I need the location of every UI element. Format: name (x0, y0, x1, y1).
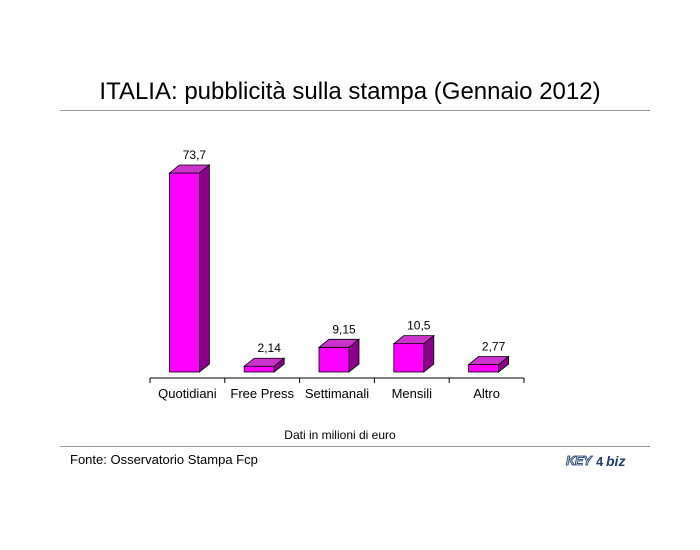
bar (168, 164, 211, 373)
bar-side (498, 355, 510, 373)
bar-side (423, 334, 435, 373)
data-label: 2,77 (482, 340, 506, 354)
logo-biz-text: biz (606, 453, 626, 469)
bar-side (348, 338, 360, 373)
bar-series (168, 164, 510, 373)
title-divider (60, 110, 650, 111)
category-label: Settimanali (305, 386, 369, 401)
logo-mark: 4 (596, 454, 604, 469)
data-labels: 73,7 2,14 9,15 10,5 2,77 (183, 148, 506, 355)
category-label: Quotidiani (158, 386, 217, 401)
logo-key-text: KEY (566, 453, 593, 469)
x-axis-label: Dati in milioni di euro (284, 428, 396, 442)
bar-front (468, 364, 500, 373)
category-label: Free Press (230, 386, 294, 401)
bar (467, 355, 510, 373)
bar-front (318, 346, 350, 373)
bar-side (198, 164, 210, 373)
bar (392, 334, 435, 373)
bar-side (273, 357, 285, 373)
category-label: Mensili (392, 386, 433, 401)
bar (243, 357, 286, 373)
data-label: 10,5 (407, 319, 431, 333)
key4biz-logo: KEY 4 biz (566, 453, 646, 473)
bar (317, 338, 361, 373)
data-label: 2,14 (258, 341, 282, 355)
category-label: Altro (473, 386, 500, 401)
data-label: 9,15 (332, 322, 356, 336)
bar-front (393, 343, 425, 373)
x-axis: Quotidiani Free Press Settimanali Mensili Al… (149, 377, 525, 401)
chart-title: ITALIA: pubblicità sulla stampa (Gennaio… (99, 78, 601, 105)
bar-front (168, 172, 200, 373)
data-label: 73,7 (183, 148, 207, 162)
source-note: Fonte: Osservatorio Stampa Fcp (70, 452, 258, 467)
bar-front (243, 365, 275, 373)
footer-divider (60, 446, 650, 447)
